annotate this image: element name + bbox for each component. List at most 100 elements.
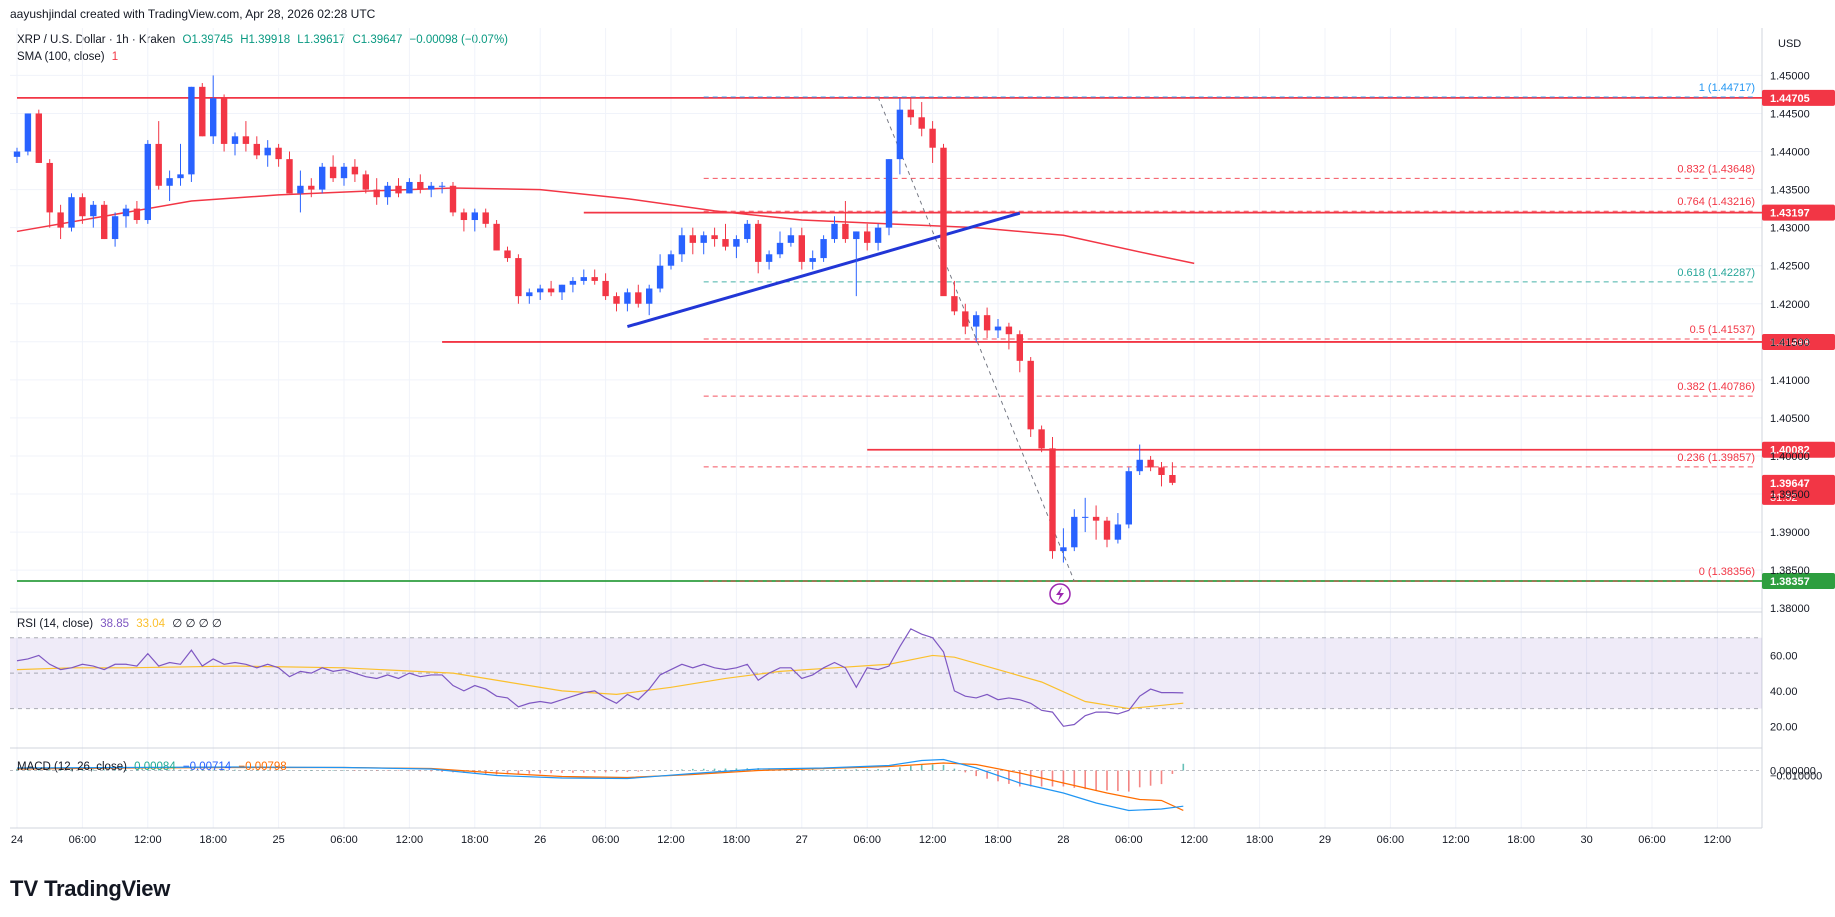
candle[interactable] <box>1136 444 1143 475</box>
candle[interactable] <box>885 159 893 236</box>
candle[interactable] <box>111 212 119 247</box>
candle[interactable] <box>569 277 577 293</box>
candle[interactable] <box>591 269 598 285</box>
fib-trend-line[interactable] <box>877 96 1075 582</box>
candle[interactable] <box>199 83 206 137</box>
candle[interactable] <box>275 143 282 167</box>
candle[interactable] <box>395 178 402 198</box>
candle[interactable] <box>722 223 729 251</box>
candle[interactable] <box>1071 509 1078 552</box>
candle[interactable] <box>635 284 642 308</box>
candle[interactable] <box>853 231 860 297</box>
candle[interactable] <box>46 159 53 228</box>
price-label-tag-support[interactable] <box>1762 573 1835 590</box>
candle[interactable] <box>1027 357 1034 437</box>
candle[interactable] <box>613 292 620 312</box>
candle[interactable] <box>547 280 555 297</box>
candle[interactable] <box>319 162 326 194</box>
sma-line[interactable] <box>16 187 1195 265</box>
candle[interactable] <box>460 208 468 232</box>
candle[interactable] <box>35 109 42 163</box>
candle[interactable] <box>1147 455 1154 472</box>
candle[interactable] <box>493 220 500 251</box>
price-label-tag-resistance[interactable] <box>1762 333 1835 350</box>
candle[interactable] <box>940 143 947 297</box>
candle[interactable] <box>79 193 86 224</box>
candle[interactable] <box>929 121 936 163</box>
candle[interactable] <box>744 220 751 243</box>
candle[interactable] <box>994 318 1002 338</box>
sma-label[interactable]: SMA (100, close) <box>17 51 105 63</box>
candle[interactable] <box>776 231 784 259</box>
candle[interactable] <box>13 147 21 163</box>
candle[interactable] <box>580 269 587 285</box>
candle[interactable] <box>264 140 271 167</box>
candle[interactable] <box>907 98 914 125</box>
candle[interactable] <box>90 201 97 228</box>
candle[interactable] <box>1038 425 1045 453</box>
candle[interactable] <box>820 235 827 262</box>
candle[interactable] <box>1092 505 1100 540</box>
candle[interactable] <box>787 227 795 247</box>
macd-label[interactable]: MACD (12, 26, close) <box>17 761 127 773</box>
candle[interactable] <box>983 307 991 338</box>
candle[interactable] <box>24 113 32 156</box>
candle[interactable] <box>340 162 348 186</box>
candle[interactable] <box>918 102 925 137</box>
candle[interactable] <box>1169 462 1176 486</box>
price-label-tag-resistance[interactable] <box>1762 89 1835 106</box>
candle[interactable] <box>864 223 871 251</box>
candle[interactable] <box>231 132 239 156</box>
candle[interactable] <box>329 155 337 182</box>
candle[interactable] <box>449 181 457 217</box>
candle[interactable] <box>537 284 544 300</box>
candle[interactable] <box>526 288 533 304</box>
candle[interactable] <box>678 227 686 262</box>
candle[interactable] <box>417 174 424 194</box>
candle[interactable] <box>646 284 653 316</box>
candle[interactable] <box>188 86 195 182</box>
candle[interactable] <box>809 250 816 270</box>
candle[interactable] <box>667 250 675 270</box>
candle[interactable] <box>68 193 75 232</box>
candle[interactable] <box>656 254 664 293</box>
candle[interactable] <box>253 136 260 160</box>
candle[interactable] <box>1016 330 1023 373</box>
candle[interactable] <box>362 170 369 194</box>
candle[interactable] <box>471 208 478 232</box>
candle[interactable] <box>951 280 958 316</box>
candle[interactable] <box>896 98 904 175</box>
candle[interactable] <box>482 208 489 228</box>
candle[interactable] <box>155 121 162 190</box>
candle[interactable] <box>1125 467 1132 529</box>
candle[interactable] <box>373 178 380 205</box>
price-label-tag-resistance[interactable] <box>1762 441 1835 458</box>
candle[interactable] <box>874 223 882 251</box>
candle[interactable] <box>700 231 707 255</box>
candle[interactable] <box>101 201 108 240</box>
candle[interactable] <box>765 250 773 270</box>
candle[interactable] <box>1049 436 1056 559</box>
candle[interactable] <box>962 303 969 335</box>
candle[interactable] <box>210 75 217 144</box>
lightning-icon[interactable] <box>1049 583 1071 605</box>
candle[interactable] <box>842 201 849 243</box>
candle[interactable] <box>1060 528 1067 563</box>
candle[interactable] <box>438 181 446 194</box>
candle[interactable] <box>133 201 141 224</box>
candle[interactable] <box>166 170 173 201</box>
candle[interactable] <box>351 159 359 182</box>
candle[interactable] <box>242 121 250 152</box>
symbol-name[interactable]: XRP / U.S. Dollar · 1h · Kraken <box>17 34 176 46</box>
candle[interactable] <box>973 311 980 342</box>
candle[interactable] <box>57 204 64 240</box>
candle[interactable] <box>177 143 184 186</box>
price-label-tag-current[interactable] <box>1762 474 1835 505</box>
candle[interactable] <box>122 204 130 228</box>
candle[interactable] <box>308 178 315 198</box>
candle[interactable] <box>602 273 609 300</box>
candle[interactable] <box>1158 462 1165 487</box>
candle[interactable] <box>144 140 151 224</box>
candle[interactable] <box>711 227 718 247</box>
candle[interactable] <box>515 254 522 304</box>
